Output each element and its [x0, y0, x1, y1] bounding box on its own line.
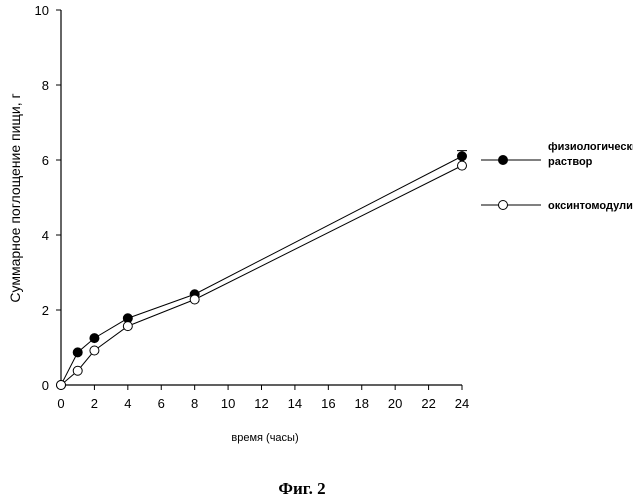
legend-label-1-0: оксинтомодулин: [548, 200, 633, 212]
axes: [61, 10, 462, 385]
y-tick-label-5: 10: [35, 3, 49, 18]
x-axis-ticks: 024681012141618202224: [57, 385, 469, 411]
series-1-line: [61, 166, 462, 385]
series-1-point-3: [123, 322, 132, 331]
legend-marker-0: [499, 156, 508, 165]
legend-entry-1: оксинтомодулин: [481, 200, 633, 212]
series-1-point-5: [458, 161, 467, 170]
x-tick-label-4: 8: [191, 396, 198, 411]
series-0-point-1: [73, 348, 82, 357]
y-tick-label-4: 8: [42, 78, 49, 93]
y-tick-label-3: 6: [42, 153, 49, 168]
x-tick-label-7: 14: [288, 396, 302, 411]
series-0: [57, 151, 468, 390]
x-tick-label-2: 4: [124, 396, 131, 411]
x-tick-label-8: 16: [321, 396, 335, 411]
x-tick-label-9: 18: [355, 396, 369, 411]
legend-marker-1: [499, 201, 508, 210]
x-tick-label-3: 6: [158, 396, 165, 411]
y-tick-label-1: 2: [42, 303, 49, 318]
legend-label-0-1: раствор: [548, 156, 593, 168]
legend-label-0-0: физиологический: [548, 141, 633, 153]
series-0-line: [61, 156, 462, 385]
x-tick-label-12: 24: [455, 396, 469, 411]
series-0-point-2: [90, 334, 99, 343]
y-axis-title: Суммарное поглощение пищи, г: [7, 93, 23, 302]
series-1-point-2: [90, 346, 99, 355]
x-tick-label-11: 22: [421, 396, 435, 411]
y-tick-label-0: 0: [42, 378, 49, 393]
legend-entry-0: физиологический раствор: [481, 141, 633, 168]
series-1: [57, 161, 467, 389]
series-layer: [57, 151, 468, 390]
x-tick-label-10: 20: [388, 396, 402, 411]
series-1-point-4: [190, 295, 199, 304]
series-1-point-0: [57, 381, 66, 390]
x-axis-title: время (часы): [231, 432, 298, 444]
x-tick-label-5: 10: [221, 396, 235, 411]
y-axis-ticks: 0 2 4 6 8 10: [35, 3, 61, 393]
x-tick-label-1: 2: [91, 396, 98, 411]
legend: физиологический раствор оксинтомодулин: [481, 141, 633, 212]
series-1-point-1: [73, 366, 82, 375]
figure-caption: Фиг. 2: [278, 479, 325, 498]
x-tick-label-0: 0: [57, 396, 64, 411]
y-tick-label-2: 4: [42, 228, 49, 243]
x-tick-label-6: 12: [254, 396, 268, 411]
series-0-point-5: [458, 152, 467, 161]
